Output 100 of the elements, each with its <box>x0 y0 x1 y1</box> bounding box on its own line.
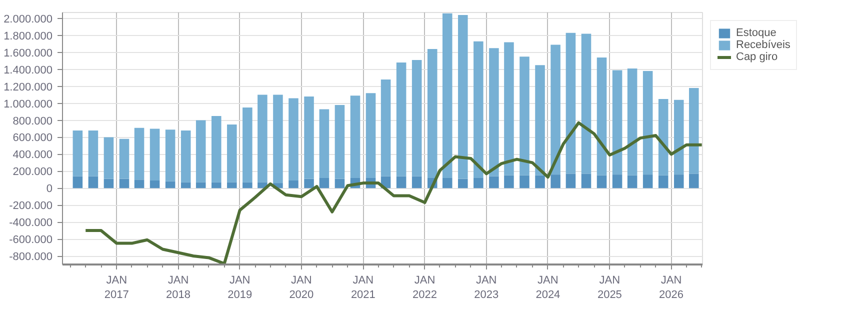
bar <box>242 108 252 182</box>
bar <box>642 71 653 175</box>
bar <box>689 174 699 188</box>
bar <box>566 174 576 188</box>
bar <box>334 104 345 179</box>
bar <box>674 174 684 188</box>
bar <box>150 180 160 188</box>
bar <box>581 34 592 174</box>
bar <box>319 109 330 178</box>
bar <box>535 175 545 188</box>
y-tick-label: 1.600.000 <box>4 47 52 60</box>
bar <box>474 41 484 178</box>
y-tick-label: 2.000.000 <box>4 13 52 26</box>
legend-label: Recebíveis <box>736 39 790 51</box>
bar <box>474 178 484 188</box>
bar <box>396 62 406 176</box>
bar <box>104 137 114 179</box>
x-tick-label: JAN 2024 <box>536 274 560 301</box>
y-tick-label: 1.800.000 <box>4 30 52 42</box>
bar <box>550 44 560 175</box>
y-tick-label: 1.400.000 <box>4 64 52 76</box>
x-tick-label: JAN 2021 <box>350 274 376 301</box>
bar <box>134 128 144 180</box>
bar <box>596 57 607 176</box>
y-tick-label: 1.200.000 <box>4 81 52 94</box>
bar <box>196 182 206 188</box>
bar <box>489 176 499 188</box>
bar <box>227 124 237 182</box>
bar <box>319 178 330 188</box>
bar <box>196 120 206 182</box>
bar <box>412 176 422 188</box>
bar <box>642 174 653 188</box>
bar <box>104 178 114 188</box>
y-tick-label: -800.000 <box>9 251 53 264</box>
bar <box>366 93 376 178</box>
bar <box>550 174 560 188</box>
bar <box>288 180 298 188</box>
bar <box>150 128 160 180</box>
bar <box>211 182 222 188</box>
y-tick-label: 600.000 <box>12 132 53 144</box>
bar <box>72 130 83 176</box>
bar <box>658 99 668 176</box>
bar <box>211 116 222 182</box>
y-tick-label: -200.000 <box>9 200 53 212</box>
bar <box>72 176 83 188</box>
bar <box>88 130 98 176</box>
bar <box>334 178 345 188</box>
bar <box>458 178 468 188</box>
bar <box>566 32 576 174</box>
legend-label: Estoque <box>736 27 776 39</box>
x-tick-label: JAN 2019 <box>228 274 252 301</box>
bar <box>458 15 468 179</box>
bar <box>442 13 452 178</box>
bar <box>612 70 622 175</box>
line-series <box>84 121 702 264</box>
x-tick-label: JAN 2025 <box>597 274 622 301</box>
bar <box>520 56 530 176</box>
x-tick-label: JAN 2022 <box>412 274 438 301</box>
bar <box>304 178 314 188</box>
bar <box>581 174 592 188</box>
y-tick-label: -400.000 <box>9 217 53 230</box>
bar <box>180 182 191 188</box>
bar <box>674 100 684 175</box>
bar <box>180 130 191 182</box>
bar <box>165 181 176 188</box>
bar <box>350 96 360 178</box>
bar <box>427 48 438 178</box>
bar <box>689 88 699 174</box>
x-tick-label: JAN 2017 <box>104 274 129 301</box>
y-tick-label: 800.000 <box>12 115 53 128</box>
y-tick-label: 0 <box>46 183 53 196</box>
bar <box>288 98 298 180</box>
bar <box>258 94 268 182</box>
bar <box>520 175 530 188</box>
x-tick-label: JAN 2026 <box>659 274 684 301</box>
x-tick-label: JAN 2018 <box>166 274 190 301</box>
bar <box>227 182 237 188</box>
bar <box>396 176 406 188</box>
bar <box>612 174 622 188</box>
bar <box>627 68 638 176</box>
bar <box>242 182 252 188</box>
bar <box>88 176 98 188</box>
bar <box>504 42 514 176</box>
bar <box>489 48 499 176</box>
bar <box>627 175 638 188</box>
bar <box>119 138 130 179</box>
bar <box>273 94 283 184</box>
bar <box>380 80 391 176</box>
bar <box>165 130 176 182</box>
y-tick-label: 1.000.000 <box>4 98 52 110</box>
y-tick-label: -600.000 <box>9 234 53 246</box>
bar <box>304 96 314 179</box>
legend-label: Cap giro <box>736 51 778 63</box>
x-tick-label: JAN 2023 <box>474 274 499 301</box>
y-tick-label: 200.000 <box>12 166 53 178</box>
y-tick-label: 400.000 <box>12 149 53 162</box>
bar <box>504 175 514 188</box>
bar <box>442 178 452 188</box>
bar <box>596 175 607 188</box>
x-tick-label: JAN 2020 <box>289 274 314 301</box>
